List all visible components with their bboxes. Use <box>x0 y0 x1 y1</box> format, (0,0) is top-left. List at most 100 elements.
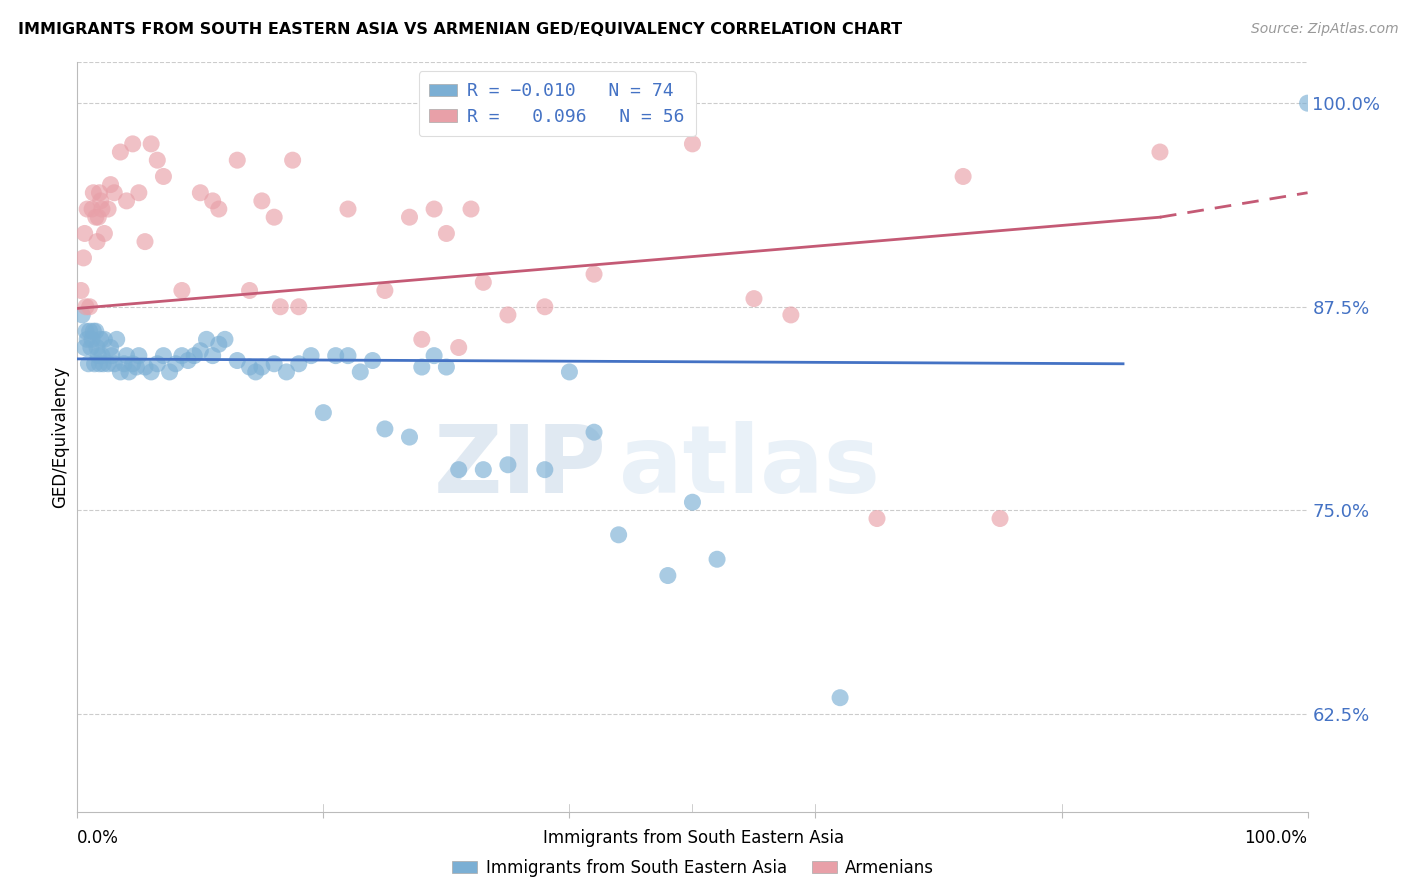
Point <box>90 202 114 216</box>
Point <box>112 357 135 371</box>
Point <box>73 341 96 355</box>
Point <box>496 308 519 322</box>
Point <box>101 349 124 363</box>
Point <box>72 251 94 265</box>
Point <box>86 341 108 355</box>
Point <box>558 365 581 379</box>
Point <box>226 153 249 168</box>
Point <box>70 308 93 322</box>
Point <box>115 349 138 363</box>
Point <box>201 349 224 363</box>
Point <box>84 210 107 224</box>
Point <box>534 463 557 477</box>
Point <box>121 136 143 151</box>
Point <box>90 194 112 208</box>
Point <box>103 357 125 371</box>
Text: 100.0%: 100.0% <box>1244 829 1308 847</box>
Point <box>460 202 482 216</box>
Point <box>121 357 143 371</box>
Point <box>115 194 138 208</box>
Point <box>374 284 396 298</box>
Text: IMMIGRANTS FROM SOUTH EASTERN ASIA VS ARMENIAN GED/EQUIVALENCY CORRELATION CHART: IMMIGRANTS FROM SOUTH EASTERN ASIA VS AR… <box>18 22 903 37</box>
Point <box>325 349 347 363</box>
Point <box>75 300 97 314</box>
Point <box>93 227 115 241</box>
Point <box>89 357 111 371</box>
Point <box>89 186 111 200</box>
Point <box>128 349 150 363</box>
Point <box>706 552 728 566</box>
Point <box>263 210 285 224</box>
Point <box>411 332 433 346</box>
Point <box>100 178 122 192</box>
Point <box>299 349 322 363</box>
Point <box>657 568 679 582</box>
Point <box>276 365 298 379</box>
Point <box>82 202 104 216</box>
Point <box>110 365 132 379</box>
Point <box>82 324 104 338</box>
Point <box>281 153 304 168</box>
Point <box>1296 96 1319 111</box>
Point <box>361 353 384 368</box>
Point <box>201 194 224 208</box>
Point <box>146 357 169 371</box>
Point <box>208 202 231 216</box>
Point <box>93 332 115 346</box>
Y-axis label: GED/Equivalency: GED/Equivalency <box>51 366 69 508</box>
Point <box>118 365 141 379</box>
Point <box>83 357 105 371</box>
Legend: Immigrants from South Eastern Asia, Armenians: Immigrants from South Eastern Asia, Arme… <box>446 853 941 884</box>
Point <box>374 422 396 436</box>
Point <box>214 332 236 346</box>
Point <box>79 300 101 314</box>
Point <box>146 153 169 168</box>
Point <box>159 365 181 379</box>
Point <box>742 292 765 306</box>
Point <box>472 276 495 290</box>
Point <box>239 284 262 298</box>
Text: Source: ZipAtlas.com: Source: ZipAtlas.com <box>1251 22 1399 37</box>
Point <box>70 284 93 298</box>
Point <box>195 332 218 346</box>
Point <box>472 463 495 477</box>
Point <box>170 284 193 298</box>
Point <box>682 495 704 509</box>
Point <box>349 365 371 379</box>
Point <box>125 359 148 374</box>
Point <box>583 425 606 440</box>
Text: Immigrants from South Eastern Asia: Immigrants from South Eastern Asia <box>543 829 844 847</box>
Point <box>90 332 112 346</box>
Point <box>398 210 420 224</box>
Legend: R = −0.010   N = 74, R =   0.096   N = 56: R = −0.010 N = 74, R = 0.096 N = 56 <box>419 71 696 136</box>
Point <box>90 349 114 363</box>
Point <box>423 349 446 363</box>
Point <box>73 227 96 241</box>
Point <box>75 324 97 338</box>
Point <box>76 202 98 216</box>
Point <box>82 332 104 346</box>
Point <box>337 349 360 363</box>
Point <box>250 194 273 208</box>
Point <box>91 357 114 371</box>
Point <box>105 332 128 346</box>
Point <box>447 341 470 355</box>
Point <box>100 341 122 355</box>
Point <box>141 365 163 379</box>
Point <box>76 332 98 346</box>
Point <box>607 528 630 542</box>
Point <box>79 324 101 338</box>
Point <box>534 300 557 314</box>
Point <box>436 359 458 374</box>
Point <box>337 202 360 216</box>
Point <box>152 349 174 363</box>
Point <box>77 357 100 371</box>
Point <box>128 186 150 200</box>
Point <box>87 349 110 363</box>
Point <box>398 430 420 444</box>
Text: ZIP: ZIP <box>433 421 606 513</box>
Point <box>165 357 187 371</box>
Point <box>988 511 1011 525</box>
Point <box>447 463 470 477</box>
Point <box>183 349 205 363</box>
